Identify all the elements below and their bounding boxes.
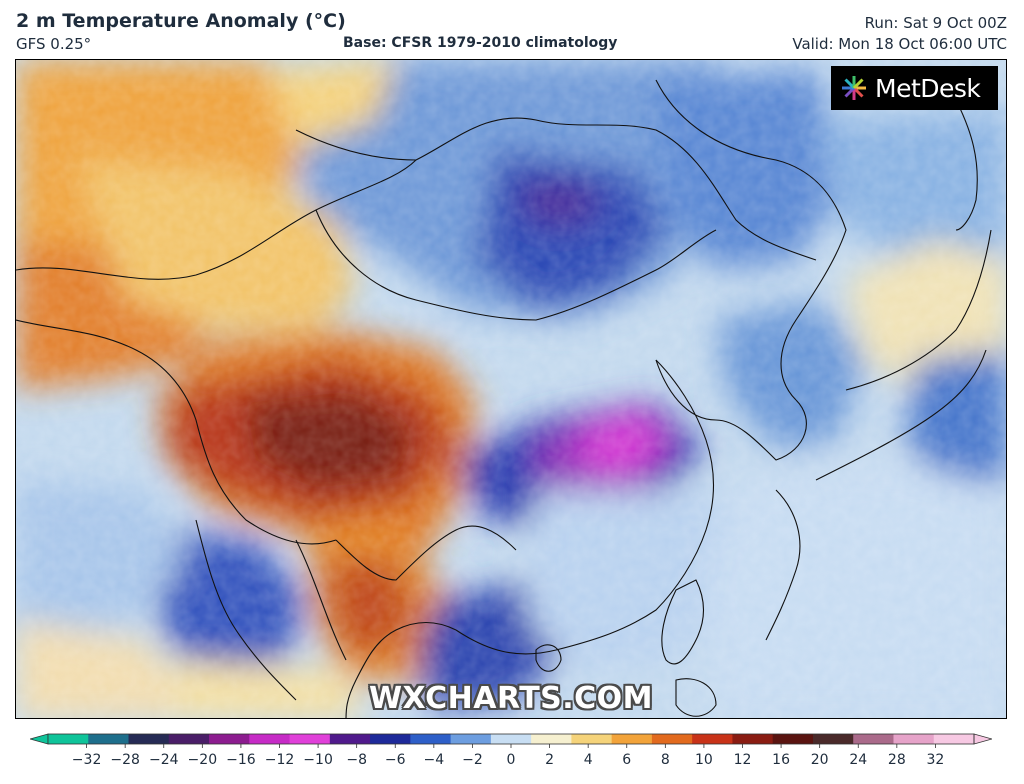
- legend-tick-label: 20: [810, 752, 829, 768]
- page-title: 2 m Temperature Anomaly (°C): [16, 10, 346, 32]
- legend-tick-label: −10: [303, 752, 333, 768]
- legend-tick-label: −16: [226, 752, 256, 768]
- legend-swatch: [732, 734, 774, 744]
- legend-tick-label: 10: [694, 752, 713, 768]
- legend-swatch: [490, 734, 532, 744]
- legend-swatch: [933, 734, 975, 744]
- legend-tick-label: −28: [110, 752, 140, 768]
- legend-swatch: [370, 734, 411, 744]
- metdesk-logo: MetDesk: [831, 66, 998, 110]
- legend-tick-label: −6: [384, 752, 406, 768]
- legend-tick-labels: −32 −28 −24 −20 −16 −12 −10 −8 −6 −4 −2 0 2 4 6 8 10 12 16…: [30, 752, 992, 772]
- borders-and-coastlines: [16, 79, 992, 718]
- legend-tick-label: 6: [622, 752, 632, 768]
- legend-swatch: [651, 734, 693, 744]
- legend-swatch: [531, 734, 572, 744]
- brand-name: MetDesk: [875, 73, 981, 103]
- legend-tick-label: −24: [148, 752, 179, 768]
- legend-swatch: [692, 734, 733, 744]
- legend-tick-label: −4: [423, 752, 445, 768]
- sunburst-icon: [842, 76, 866, 100]
- legend-swatch: [249, 734, 291, 744]
- legend-tick-label: 4: [583, 752, 593, 768]
- legend-tick-label: 0: [506, 752, 516, 768]
- legend-tick-label: 2: [545, 752, 555, 768]
- legend-swatch: [209, 734, 250, 744]
- legend-swatch: [88, 734, 130, 744]
- legend-tick-label: −2: [462, 752, 483, 768]
- legend-tick-label: 24: [849, 752, 868, 768]
- legend-right-arrow: [973, 733, 994, 745]
- legend-tick-label: −8: [346, 752, 367, 768]
- valid-label: Valid: Mon 18 Oct 06:00 UTC: [792, 35, 1007, 53]
- legend-swatch: [853, 734, 894, 744]
- legend-tick-label: 8: [660, 752, 670, 768]
- legend-tick-label: 32: [926, 752, 945, 768]
- legend-swatch: [410, 734, 452, 744]
- legend-left-arrow: [28, 733, 49, 745]
- legend-swatch: [128, 734, 170, 744]
- legend-tick-label: 12: [733, 752, 752, 768]
- legend-swatch: [329, 734, 371, 744]
- legend-swatch: [893, 734, 935, 744]
- base-label: Base: CFSR 1979-2010 climatology: [343, 35, 618, 51]
- legend-tick-label: 28: [887, 752, 906, 768]
- legend-swatch: [611, 734, 653, 744]
- texture-overlay: [16, 60, 1006, 718]
- legend-swatch: [772, 734, 814, 744]
- watermark: WXCHARTS.COM: [368, 681, 654, 716]
- legend-tick-label: −12: [264, 752, 295, 768]
- legend-swatch: [571, 734, 613, 744]
- legend-tick-label: −32: [71, 752, 102, 768]
- legend-tick-label: −20: [187, 752, 218, 768]
- run-label: Run: Sat 9 Oct 00Z: [864, 14, 1007, 32]
- legend-swatch: [48, 734, 89, 744]
- color-legend: −32 −28 −24 −20 −16 −12 −10 −8 −6 −4 −2 0 2 4 6 8 10 12 16…: [28, 730, 994, 780]
- legend-colorbar: [28, 733, 994, 748]
- legend-tick-label: 16: [772, 752, 790, 768]
- legend-swatch: [168, 734, 210, 744]
- legend-swatch: [812, 734, 854, 744]
- legend-swatch: [289, 734, 331, 744]
- anomaly-map: [16, 60, 1006, 718]
- model-label: GFS 0.25°: [16, 35, 92, 53]
- legend-swatch: [450, 734, 492, 744]
- map-panel: MetDesk WXCHARTS.COM: [15, 59, 1007, 719]
